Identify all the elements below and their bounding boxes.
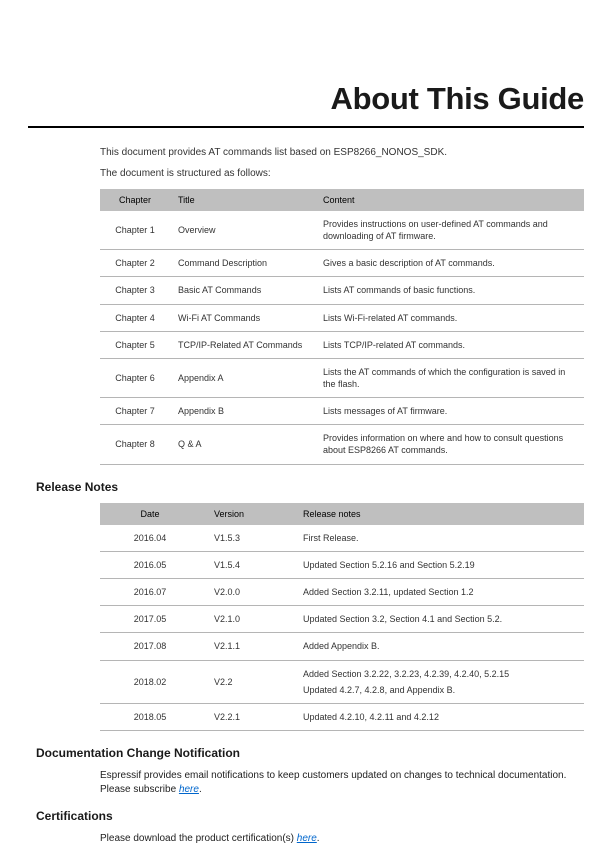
intro-line-2: The document is structured as follows: <box>100 167 584 181</box>
cell-notes: Added Section 3.2.22, 3.2.23, 4.2.39, 4.… <box>295 660 584 703</box>
release-note-line: Updated 4.2.10, 4.2.11 and 4.2.12 <box>303 711 576 723</box>
cell-content: Lists AT commands of basic functions. <box>315 277 584 304</box>
cell-title: Command Description <box>170 250 315 277</box>
cell-chapter: Chapter 4 <box>100 304 170 331</box>
release-note-line: Updated 4.2.7, 4.2.8, and Appendix B. <box>303 684 576 696</box>
release-note-line: Added Section 3.2.22, 3.2.23, 4.2.39, 4.… <box>303 668 576 680</box>
table-row: Chapter 8Q & AProvides information on wh… <box>100 425 584 464</box>
cell-chapter: Chapter 5 <box>100 331 170 358</box>
doc-change-link[interactable]: here <box>179 784 199 795</box>
doc-change-text: Espressif provides email notifications t… <box>100 769 584 796</box>
cell-chapter: Chapter 3 <box>100 277 170 304</box>
cell-version: V2.2.1 <box>200 703 295 730</box>
table-row: Chapter 1OverviewProvides instructions o… <box>100 211 584 250</box>
cell-date: 2017.05 <box>100 606 200 633</box>
certifications-heading: Certifications <box>36 808 584 824</box>
release-note-line: Added Appendix B. <box>303 640 576 652</box>
table-row: Chapter 3Basic AT CommandsLists AT comma… <box>100 277 584 304</box>
cell-content: Gives a basic description of AT commands… <box>315 250 584 277</box>
cell-version: V1.5.4 <box>200 552 295 579</box>
cell-date: 2016.04 <box>100 525 200 552</box>
doc-change-heading: Documentation Change Notification <box>36 745 584 761</box>
cell-title: TCP/IP-Related AT Commands <box>170 331 315 358</box>
table-row: 2016.07V2.0.0 Added Section 3.2.11, updat… <box>100 579 584 606</box>
table-header-row: Date Version Release notes <box>100 503 584 525</box>
cell-content: Provides information on where and how to… <box>315 425 584 464</box>
table-row: 2018.05V2.2.1 Updated 4.2.10, 4.2.11 and … <box>100 703 584 730</box>
cell-date: 2018.05 <box>100 703 200 730</box>
table-row: 2017.08V2.1.1 Added Appendix B. <box>100 633 584 660</box>
cell-notes: Added Section 3.2.11, updated Section 1.… <box>295 579 584 606</box>
table-row: Chapter 6Appendix ALists the AT commands… <box>100 358 584 397</box>
table-row: 2018.02V2.2 Added Section 3.2.22, 3.2.23,… <box>100 660 584 703</box>
cell-title: Appendix A <box>170 358 315 397</box>
cell-content: Lists messages of AT firmware. <box>315 398 584 425</box>
cell-content: Lists Wi-Fi-related AT commands. <box>315 304 584 331</box>
table-row: Chapter 4Wi-Fi AT CommandsLists Wi-Fi-re… <box>100 304 584 331</box>
release-note-line: Added Section 3.2.11, updated Section 1.… <box>303 586 576 598</box>
page-title: About This Guide <box>28 78 584 128</box>
cell-version: V1.5.3 <box>200 525 295 552</box>
intro-line-1: This document provides AT commands list … <box>100 146 584 160</box>
th-notes: Release notes <box>295 503 584 525</box>
cell-notes: First Release. <box>295 525 584 552</box>
release-note-line: First Release. <box>303 532 576 544</box>
release-table: Date Version Release notes 2016.04V1.5.3… <box>100 503 584 731</box>
certifications-text: Please download the product certificatio… <box>100 832 584 846</box>
table-row: Chapter 5TCP/IP-Related AT CommandsLists… <box>100 331 584 358</box>
th-title: Title <box>170 189 315 211</box>
cell-chapter: Chapter 2 <box>100 250 170 277</box>
cell-chapter: Chapter 7 <box>100 398 170 425</box>
table-header-row: Chapter Title Content <box>100 189 584 211</box>
cell-content: Lists TCP/IP-related AT commands. <box>315 331 584 358</box>
cell-notes: Updated Section 3.2, Section 4.1 and Sec… <box>295 606 584 633</box>
cell-notes: Updated 4.2.10, 4.2.11 and 4.2.12 <box>295 703 584 730</box>
th-date: Date <box>100 503 200 525</box>
cell-version: V2.1.0 <box>200 606 295 633</box>
release-note-line: Updated Section 5.2.16 and Section 5.2.1… <box>303 559 576 571</box>
table-row: Chapter 2Command DescriptionGives a basi… <box>100 250 584 277</box>
table-row: 2017.05V2.1.0 Updated Section 3.2, Sectio… <box>100 606 584 633</box>
cell-content: Provides instructions on user-defined AT… <box>315 211 584 250</box>
cell-version: V2.0.0 <box>200 579 295 606</box>
cell-chapter: Chapter 1 <box>100 211 170 250</box>
th-chapter: Chapter <box>100 189 170 211</box>
cell-chapter: Chapter 6 <box>100 358 170 397</box>
cell-content: Lists the AT commands of which the confi… <box>315 358 584 397</box>
cell-version: V2.1.1 <box>200 633 295 660</box>
cert-after: . <box>317 833 320 844</box>
cell-notes: Added Appendix B. <box>295 633 584 660</box>
cell-version: V2.2 <box>200 660 295 703</box>
cell-date: 2016.05 <box>100 552 200 579</box>
cell-notes: Updated Section 5.2.16 and Section 5.2.1… <box>295 552 584 579</box>
doc-change-after: . <box>199 784 202 795</box>
release-notes-heading: Release Notes <box>36 479 584 495</box>
cell-date: 2017.08 <box>100 633 200 660</box>
th-content: Content <box>315 189 584 211</box>
cell-date: 2018.02 <box>100 660 200 703</box>
doc-change-before: Espressif provides email notifications t… <box>100 770 566 795</box>
cert-link[interactable]: here <box>297 833 317 844</box>
cert-before: Please download the product certificatio… <box>100 833 297 844</box>
table-row: Chapter 7Appendix BLists messages of AT … <box>100 398 584 425</box>
cell-title: Q & A <box>170 425 315 464</box>
table-row: 2016.05V1.5.4 Updated Section 5.2.16 and … <box>100 552 584 579</box>
intro-block: This document provides AT commands list … <box>100 146 584 181</box>
table-row: 2016.04V1.5.3 First Release. <box>100 525 584 552</box>
cell-title: Overview <box>170 211 315 250</box>
cell-chapter: Chapter 8 <box>100 425 170 464</box>
cell-date: 2016.07 <box>100 579 200 606</box>
th-version: Version <box>200 503 295 525</box>
cell-title: Appendix B <box>170 398 315 425</box>
chapters-table: Chapter Title Content Chapter 1OverviewP… <box>100 189 584 465</box>
cell-title: Basic AT Commands <box>170 277 315 304</box>
release-note-line: Updated Section 3.2, Section 4.1 and Sec… <box>303 613 576 625</box>
cell-title: Wi-Fi AT Commands <box>170 304 315 331</box>
